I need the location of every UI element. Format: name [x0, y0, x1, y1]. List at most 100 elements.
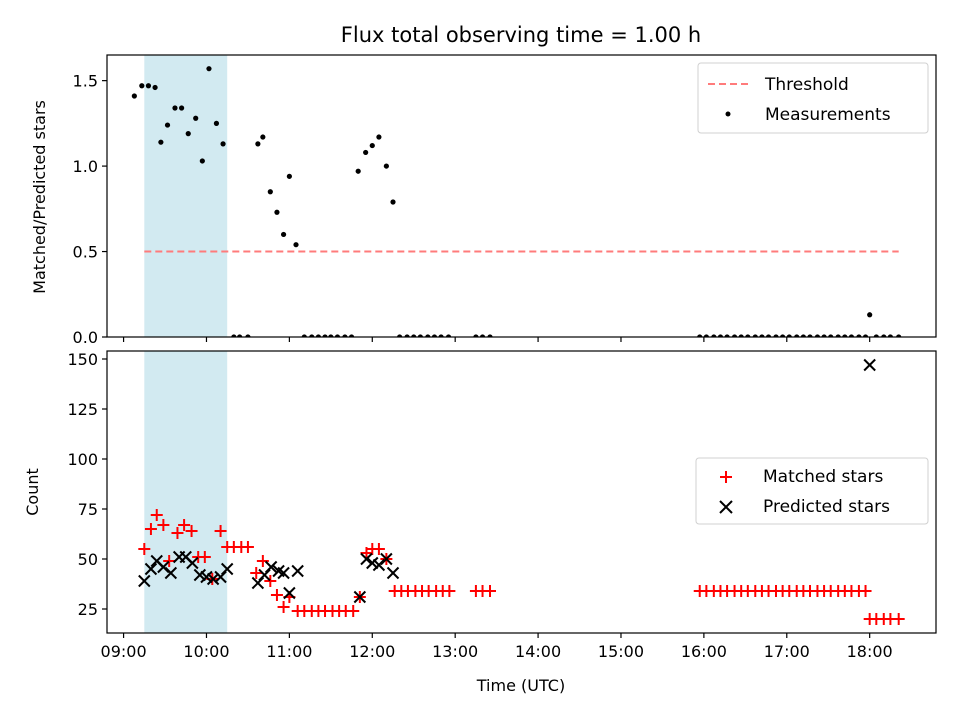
predicted-star-point — [291, 564, 304, 578]
measurement-point — [835, 334, 841, 337]
measurement-point — [842, 334, 848, 337]
predicted-star-point — [264, 560, 278, 574]
xtick-label: 18:00 — [847, 642, 893, 661]
xtick-label: 12:00 — [349, 642, 395, 661]
predicted-star-b — [144, 562, 158, 576]
measurement-point — [814, 334, 821, 337]
matched-star-point — [198, 551, 211, 563]
measurement-point — [862, 334, 869, 337]
measurement-point — [206, 66, 212, 72]
measurement-point — [438, 334, 444, 337]
measurement-point — [821, 334, 827, 337]
predicted-star-point — [138, 574, 151, 588]
measurement-point — [274, 209, 280, 215]
measurement-point — [145, 83, 152, 89]
legend-matched-label: Matched stars — [763, 467, 883, 487]
measurement-point — [759, 334, 765, 337]
measurement-point — [301, 334, 307, 337]
bot-ytick-label: 25 — [78, 600, 98, 619]
predicted-star-b — [220, 562, 234, 576]
bottom-legend-box — [695, 457, 929, 525]
predicted-star-b — [863, 358, 876, 372]
measurement-point — [322, 334, 328, 337]
measurement-point — [773, 334, 779, 337]
matched-star-point — [372, 543, 385, 555]
predicted-star-b — [360, 552, 373, 566]
predicted-star-point — [157, 560, 170, 574]
xtick-label: 11:00 — [266, 642, 312, 661]
predicted-star-point — [386, 566, 400, 580]
legend-predicted-swatch — [719, 500, 733, 514]
top-ytick-label: 1.0 — [73, 157, 98, 176]
bottom-y-axis-label: Count — [23, 468, 42, 516]
matched-star-point — [163, 555, 176, 567]
measurement-point — [867, 312, 873, 318]
xtick-label: 16:00 — [681, 642, 727, 661]
top-axes-frame — [106, 54, 937, 338]
matched-star-point — [483, 585, 496, 597]
bot-ytick-label: 125 — [67, 400, 98, 419]
measurement-points — [131, 66, 902, 337]
measurement-point — [185, 131, 191, 137]
measurement-point — [237, 334, 243, 337]
measurement-point — [355, 168, 361, 174]
bottom-panel: 25 50 75 100 125 150 09:00 10:00 11:00 12:00 13:0… — [23, 350, 937, 695]
measurement-point — [193, 115, 199, 121]
top-panel: 0.0 0.5 1.0 1.5 Matched/Predicted stars Thr… — [30, 54, 937, 347]
measurement-point — [780, 334, 786, 337]
predicted-star-b — [277, 566, 290, 580]
measurement-point — [786, 334, 792, 337]
measurement-point — [245, 334, 251, 337]
count-points — [138, 358, 905, 625]
measurement-point — [376, 134, 382, 140]
measurement-point — [309, 334, 315, 337]
predicted-star-b — [138, 574, 151, 588]
measurement-point — [794, 334, 800, 337]
xtick-label: 17:00 — [764, 642, 810, 661]
matched-star-point — [443, 585, 456, 597]
matched-star-point — [270, 589, 283, 601]
predicted-star-b — [264, 560, 278, 574]
matched-star-point — [264, 575, 277, 587]
predicted-star-point — [220, 562, 234, 576]
predicted-star-b — [291, 564, 304, 578]
bottom-y-ticks: 25 50 75 100 125 150 — [67, 350, 107, 619]
bot-ytick-label: 100 — [67, 450, 98, 469]
predicted-star-point — [372, 558, 386, 572]
legend-matched-swatch — [720, 471, 732, 483]
predicted-star-b — [179, 550, 192, 564]
predicted-star-point — [353, 590, 367, 604]
measurement-point — [383, 163, 389, 169]
matched-star-point — [171, 527, 184, 539]
measurement-point — [286, 173, 292, 179]
measurement-point — [390, 199, 396, 205]
measurement-point — [703, 334, 709, 337]
predicted-star-b — [372, 558, 386, 572]
measurement-point — [896, 334, 902, 337]
predicted-star-b — [386, 566, 400, 580]
measurement-point — [220, 141, 226, 147]
measurement-point — [158, 139, 164, 145]
measurement-point — [887, 334, 894, 337]
predicted-star-b — [353, 590, 367, 604]
bottom-highlight-span — [144, 351, 228, 633]
top-legend: Threshold Measurements — [697, 62, 929, 134]
measurement-point — [697, 334, 703, 337]
measurement-point — [417, 334, 423, 337]
measurement-point — [711, 334, 717, 337]
top-ytick-label: 0.5 — [73, 243, 98, 262]
predicted-star-point — [277, 566, 290, 580]
predicted-star-b — [283, 586, 296, 600]
measurement-point — [738, 334, 744, 337]
measurement-point — [199, 158, 205, 164]
measurement-point — [800, 334, 806, 337]
xtick-label: 14:00 — [515, 642, 561, 661]
measurement-point — [342, 334, 348, 337]
measurement-point — [363, 149, 369, 156]
legend-predicted-label: Predicted stars — [763, 497, 890, 517]
matched-star-point — [150, 509, 163, 521]
bottom-axes-frame — [106, 350, 937, 634]
measurement-point — [411, 334, 417, 337]
matched-star-point — [138, 543, 151, 555]
